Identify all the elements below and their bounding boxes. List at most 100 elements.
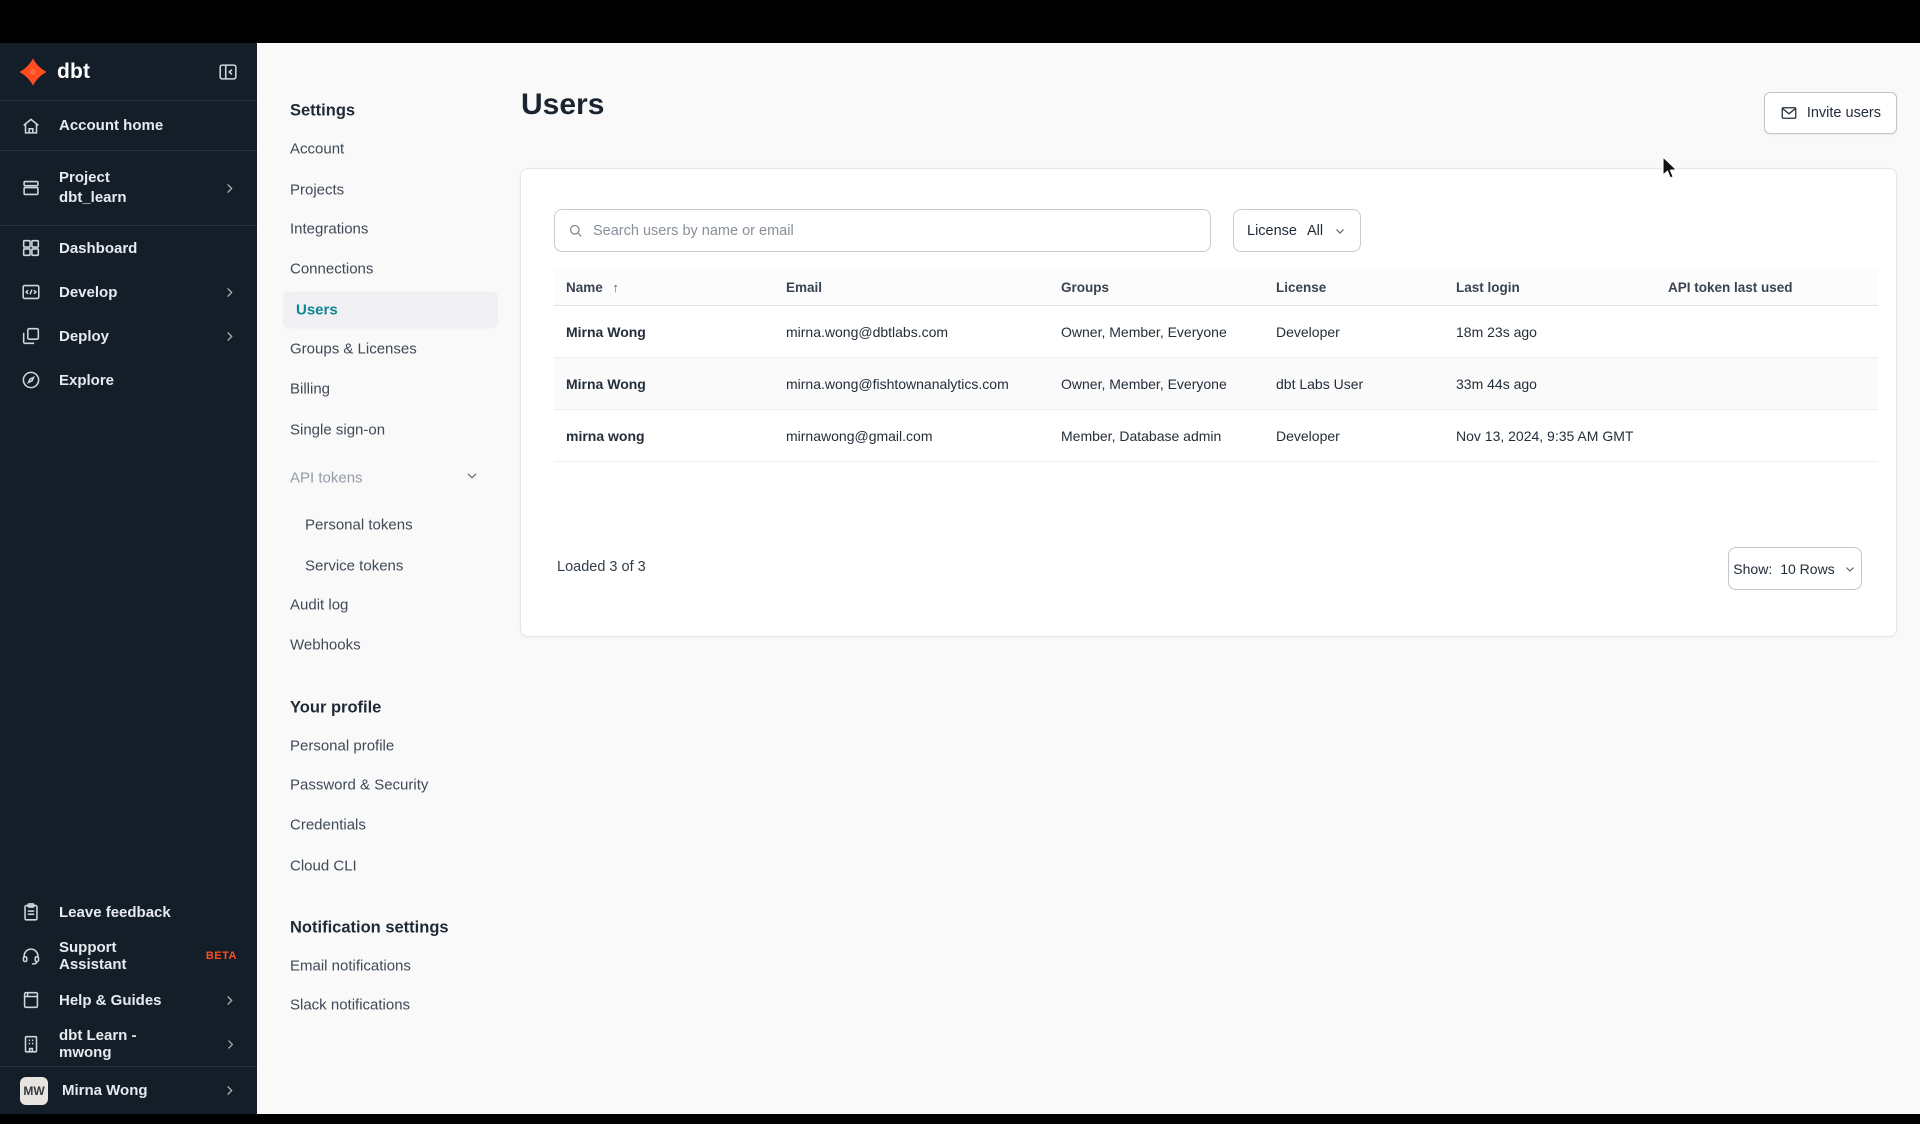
sidebar-item-project[interactable]: Project dbt_learn [0,151,257,226]
rows-per-page-dropdown[interactable]: Show: 10 Rows [1728,547,1862,590]
dbt-logo-icon [19,57,47,86]
cell-name: mirna wong [566,427,645,444]
sidebar-item-label: Dashboard [59,239,138,257]
settings-item-single-sign-on[interactable]: Single sign-on [290,421,386,439]
table-row[interactable]: Mirna Wong mirna.wong@dbtlabs.com Owner,… [554,306,1878,358]
cell-name: Mirna Wong [566,323,646,340]
page-title: Users [521,88,605,121]
settings-item-integrations[interactable]: Integrations [290,220,369,238]
column-header-api-token[interactable]: API token last used [1668,279,1793,295]
sidebar-item-label: Support Assistant [59,939,127,973]
book-icon [23,991,39,1009]
settings-item-groups-licenses[interactable]: Groups & Licenses [290,340,417,358]
sidebar-item-help-guides[interactable]: Help & Guides [0,978,257,1022]
sidebar-item-label: Explore [59,371,115,389]
cell-name: Mirna Wong [566,375,646,392]
settings-item-credentials[interactable]: Credentials [290,816,366,834]
chevron-right-icon [227,1085,233,1096]
sidebar-item-dashboard[interactable]: Dashboard [0,226,257,270]
table-header-row: Name ↑ Email Groups License Last login A… [554,269,1878,306]
sidebar-item-label: Help & Guides [59,991,162,1009]
sidebar-item-sublabel: dbt_learn [59,189,127,206]
show-label: Show: [1733,560,1773,577]
settings-item-service-tokens[interactable]: Service tokens [305,557,404,575]
license-filter-value: All [1306,222,1324,239]
clipboard-icon [24,903,38,921]
settings-item-users[interactable]: Users [283,291,498,329]
sidebar-item-dbt-learn[interactable]: dbt Learn - mwong [0,1022,257,1066]
loaded-status: Loaded 3 of 3 [557,559,646,575]
settings-item-webhooks[interactable]: Webhooks [290,636,361,654]
column-header-name[interactable]: Name ↑ [566,279,620,295]
chevron-right-icon [227,287,233,297]
settings-item-account[interactable]: Account [290,140,345,158]
project-icon [23,180,39,196]
chevron-down-icon[interactable] [464,468,480,489]
users-card: License All Name ↑ Email Groups License … [520,168,1897,637]
cell-email: mirnawong@gmail.com [786,427,933,444]
users-table: Name ↑ Email Groups License Last login A… [554,269,1878,462]
avatar: MW [20,1076,48,1105]
cell-last-login: 18m 23s ago [1456,323,1537,340]
sort-ascending-icon: ↑ [612,279,620,295]
settings-item-audit-log[interactable]: Audit log [290,596,349,614]
cell-last-login: 33m 44s ago [1456,375,1537,392]
settings-nav: Settings Account Projects Integrations C… [257,43,520,1114]
notification-header: Notification settings [290,918,449,937]
profile-header: Your profile [290,698,382,717]
chevron-right-icon [227,331,233,341]
license-filter-label: License [1247,222,1297,239]
sidebar-user-menu[interactable]: MW Mirna Wong [0,1066,257,1114]
settings-item-slack-notifications[interactable]: Slack notifications [290,996,411,1014]
sidebar-item-label: Deploy [59,327,110,345]
sidebar-item-label: dbt Learn - mwong [59,1027,137,1061]
column-header-license[interactable]: License [1276,279,1327,295]
user-name: Mirna Wong [62,1082,148,1099]
sidebar-item-label: Account home [59,117,164,134]
bottom-black-bar [0,1114,1920,1124]
settings-item-personal-tokens[interactable]: Personal tokens [305,516,413,534]
column-header-email[interactable]: Email [786,279,823,295]
top-black-bar [0,0,1920,43]
sidebar-item-label: Leave feedback [59,903,171,921]
cell-license: dbt Labs User [1276,375,1364,392]
dashboard-icon [22,239,40,257]
sidebar-item-explore[interactable]: Explore [0,358,257,402]
sidebar-item-account-home[interactable]: Account home [0,101,257,151]
chevron-right-icon [227,183,233,193]
collapse-sidebar-icon[interactable] [217,61,239,83]
sidebar-item-label: Develop [59,283,118,301]
table-row[interactable]: Mirna Wong mirna.wong@fishtownanalytics.… [554,358,1878,410]
headset-icon [22,948,40,965]
chevron-right-icon [227,995,233,1005]
settings-item-password-security[interactable]: Password & Security [290,776,429,794]
license-filter-dropdown[interactable]: License All [1233,209,1362,252]
settings-item-api-tokens[interactable]: API tokens [290,469,363,487]
settings-item-personal-profile[interactable]: Personal profile [290,737,395,755]
settings-item-projects[interactable]: Projects [290,181,345,199]
mail-icon [1781,107,1797,119]
column-header-last-login[interactable]: Last login [1456,279,1520,295]
sidebar-item-leave-feedback[interactable]: Leave feedback [0,890,257,934]
settings-item-billing[interactable]: Billing [290,380,331,398]
cell-email: mirna.wong@fishtownanalytics.com [786,375,1009,392]
settings-item-email-notifications[interactable]: Email notifications [290,957,411,975]
sidebar-item-support-assistant[interactable]: Support Assistant BETA [0,934,257,978]
beta-badge: BETA [205,950,237,962]
brand-name: dbt [57,59,91,83]
column-header-groups[interactable]: Groups [1061,279,1110,295]
cell-license: Developer [1276,427,1340,444]
sidebar-item-deploy[interactable]: Deploy [0,314,257,358]
chevron-right-icon [227,1039,233,1049]
chevron-down-icon [1336,228,1345,234]
settings-item-connections[interactable]: Connections [290,260,374,278]
settings-item-cloud-cli[interactable]: Cloud CLI [290,857,357,875]
invite-users-label: Invite users [1806,105,1881,121]
building-icon [24,1035,38,1053]
search-input[interactable] [593,222,1198,239]
invite-users-button[interactable]: Invite users [1763,92,1897,134]
app-sidebar: dbt Account home Project dbt_learn [0,43,257,1114]
sidebar-item-develop[interactable]: Develop [0,270,257,314]
table-row[interactable]: mirna wong mirnawong@gmail.com Member, D… [554,410,1878,462]
search-box [554,209,1211,252]
